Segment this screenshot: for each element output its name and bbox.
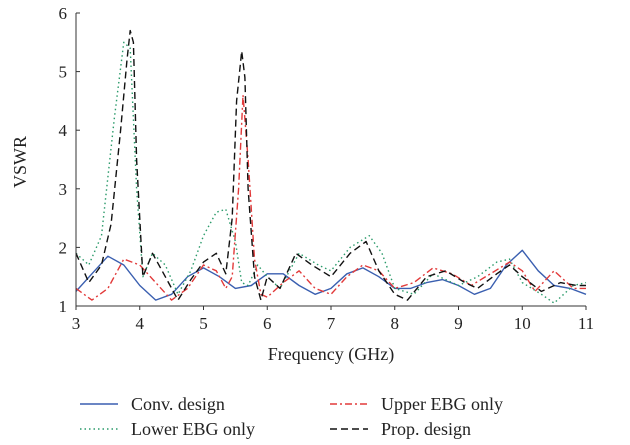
x-tick-label: 10 bbox=[514, 314, 531, 333]
x-tick-label: 5 bbox=[199, 314, 208, 333]
y-tick-label: 6 bbox=[59, 4, 68, 23]
x-tick-label: 4 bbox=[136, 314, 145, 333]
legend-label: Upper EBG only bbox=[381, 394, 503, 414]
x-tick-label: 11 bbox=[578, 314, 594, 333]
y-tick-label: 3 bbox=[59, 180, 68, 199]
y-axis-title: VSWR bbox=[10, 136, 30, 188]
y-tick-label: 1 bbox=[59, 297, 68, 316]
x-tick-label: 6 bbox=[263, 314, 272, 333]
x-axis-title: Frequency (GHz) bbox=[268, 344, 394, 365]
x-tick-label: 3 bbox=[72, 314, 81, 333]
y-tick-label: 5 bbox=[59, 63, 68, 82]
x-tick-label: 7 bbox=[327, 314, 336, 333]
legend-label: Lower EBG only bbox=[131, 419, 255, 439]
x-tick-label: 8 bbox=[391, 314, 400, 333]
x-tick-label: 9 bbox=[454, 314, 463, 333]
legend-label: Conv. design bbox=[131, 394, 225, 414]
y-tick-label: 2 bbox=[59, 238, 68, 257]
y-tick-label: 4 bbox=[59, 121, 68, 140]
legend-label: Prop. design bbox=[381, 419, 471, 439]
